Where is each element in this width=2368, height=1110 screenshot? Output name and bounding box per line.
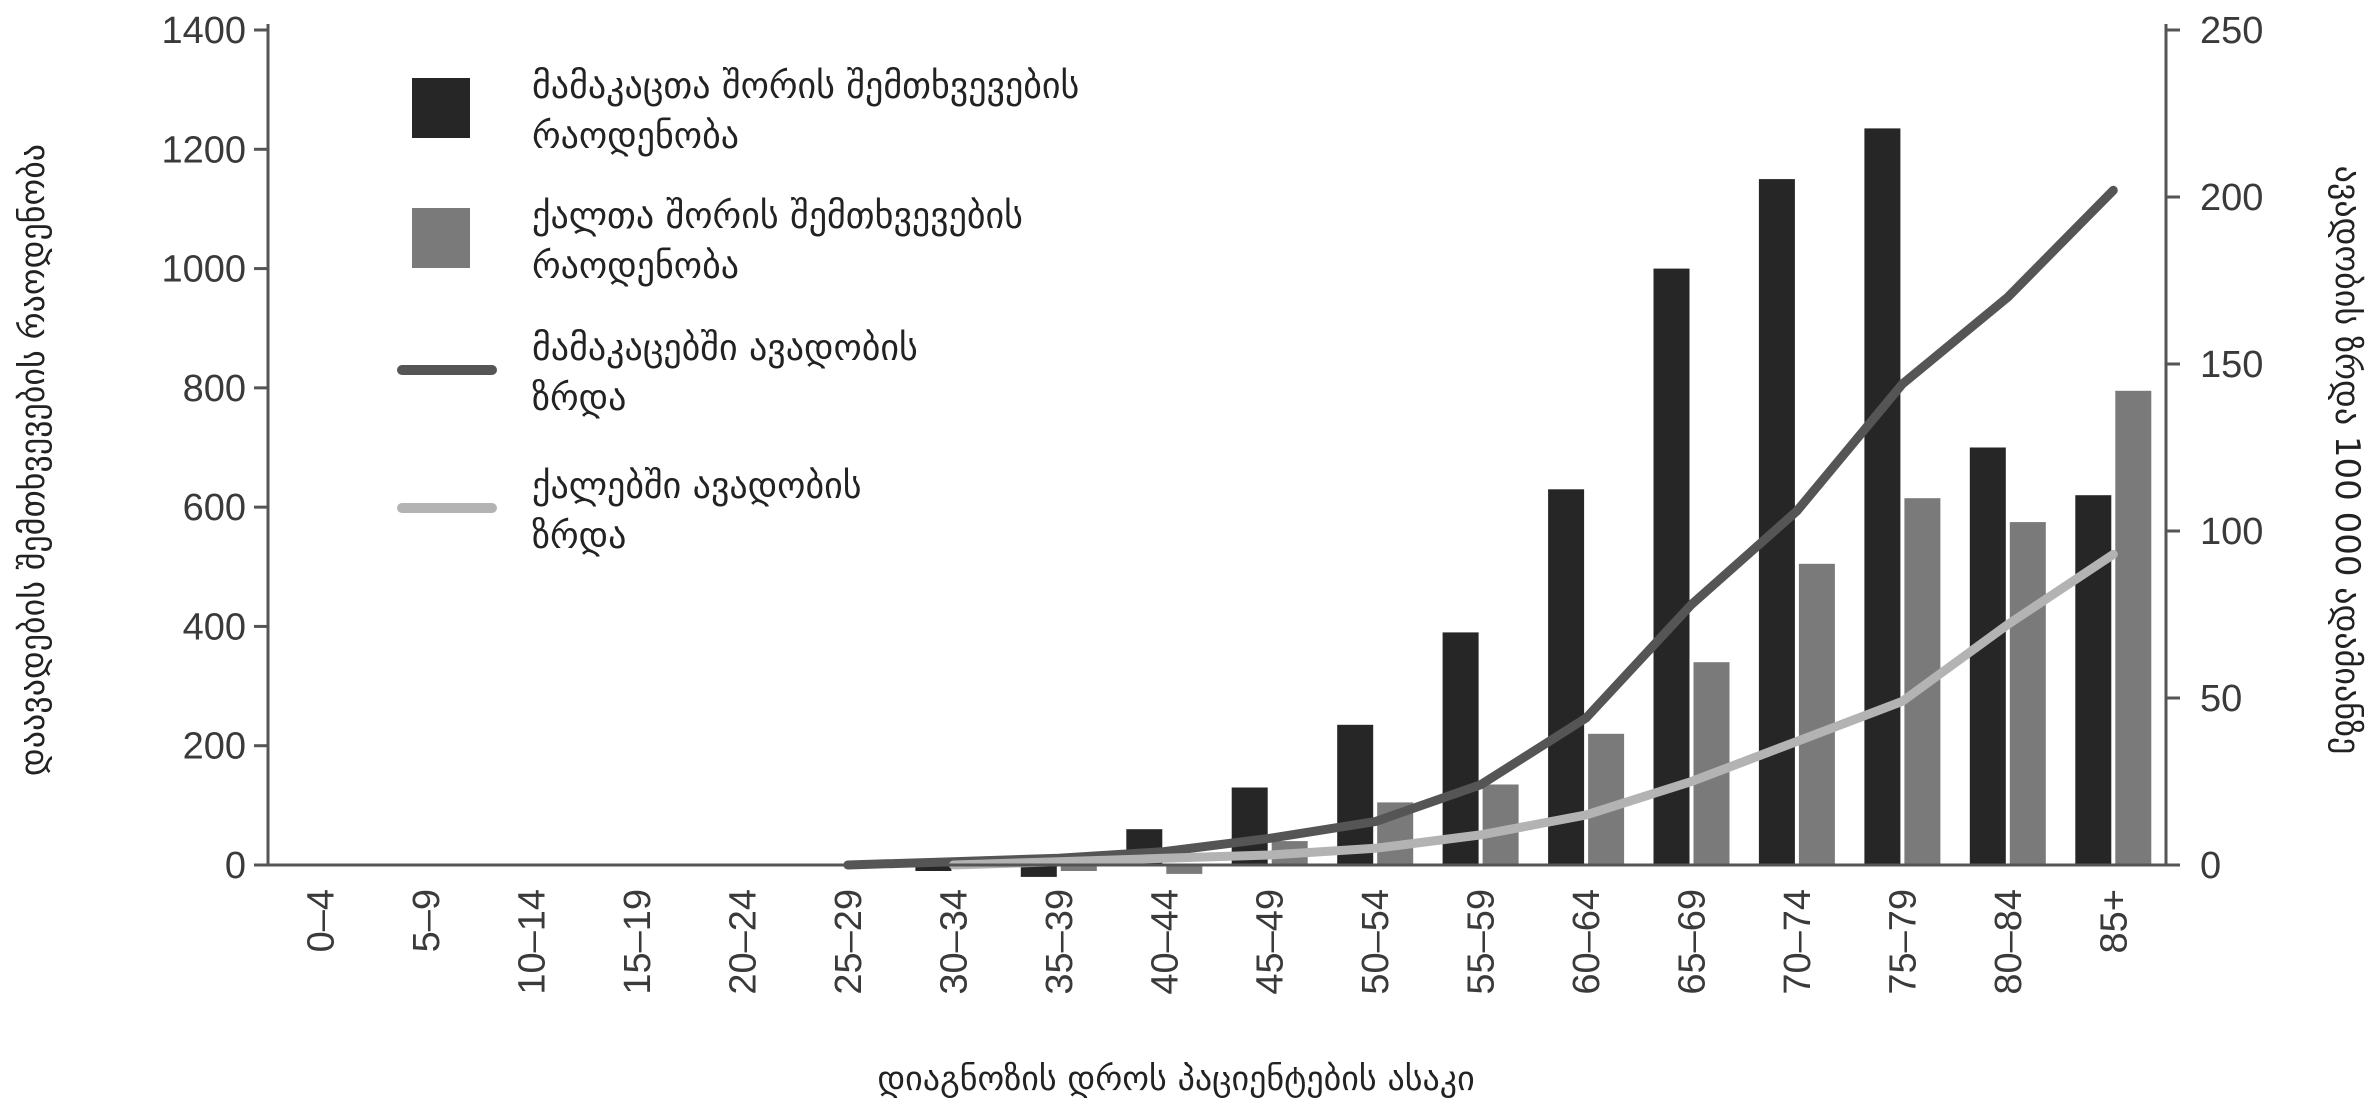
bar-men-10 [1337,724,1374,865]
x-tick-label-17: 85+ [2093,889,2135,953]
bar-women-12 [1588,733,1625,865]
y-tick-label-1: 200 [183,726,246,768]
legend-label-2-0: მამაკაცებში ავადობის [532,328,918,369]
axes-layer: 0 200 400 600 800 1000 1200 1400 0 50 100 150 200 250… [161,10,2263,995]
bar-women-14 [1798,563,1835,865]
x-tick-label-10: 50–54 [1355,889,1397,995]
y-tick-label-4: 800 [183,368,246,410]
bar-women-7 [1060,865,1097,871]
x-tick-label-7: 35–39 [1039,889,1081,995]
bars-layer [915,128,2152,877]
bar-men-15 [1864,128,1901,865]
legend-swatch-0 [412,78,470,138]
legend-label-2-1: ზრდა [532,378,626,419]
bar-women-16 [2009,522,2046,865]
legend-label-0-1: რაოდენობა [532,116,739,157]
x-tick-label-0: 0–4 [301,889,343,952]
legend-label-3-0: ქალებში ავადობის [532,466,862,507]
x-axis-title: დიაგნოზის დროს პაციენტების ასაკი [877,1059,1474,1099]
legend: მამაკაცთა შორის შემთხვევების რაოდენობა ქალ… [397,66,1079,557]
x-tick-label-15: 75–79 [1882,889,1924,995]
x-tick-label-4: 20–24 [723,889,765,995]
y2-axis-title: ავადობის ზრდა 100 000 ადამიანზე [2327,166,2367,755]
y2-tick-label-5: 250 [2200,10,2263,52]
line-women [948,549,2118,870]
y2-tick-label-2: 100 [2200,511,2263,553]
bar-women-17 [2115,390,2152,865]
x-tick-label-14: 70–74 [1777,889,1819,995]
lines-layer [843,185,2118,870]
bar-men-17 [2075,495,2112,865]
x-tick-label-1: 5–9 [406,889,448,952]
bar-men-16 [1969,447,2006,865]
bar-men-12 [1548,489,1585,866]
y-tick-label-7: 1400 [161,10,246,52]
x-tick-label-2: 10–14 [512,889,554,995]
y2-tick-label-3: 150 [2200,344,2263,386]
x-tick-label-6: 30–34 [933,889,975,995]
bar-men-6 [915,865,952,871]
y2-tick-label-4: 200 [2200,177,2263,219]
x-tick-label-13: 65–69 [1672,889,1714,995]
legend-label-3-1: ზრდა [532,516,626,557]
x-tick-label-16: 80–84 [1988,889,2030,995]
bar-women-13 [1693,662,1730,865]
x-tick-label-8: 40–44 [1144,889,1186,995]
y-tick-label-6: 1200 [161,129,246,171]
bar-women-8 [1166,865,1203,874]
x-tick-label-12: 60–64 [1566,889,1608,995]
x-tick-label-11: 55–59 [1461,889,1503,995]
y-tick-label-5: 1000 [161,249,246,291]
y-tick-label-3: 600 [183,487,246,529]
bar-men-7 [1020,865,1057,877]
y2-tick-label-1: 50 [2200,678,2242,720]
bar-men-13 [1653,268,1690,866]
x-tick-label-3: 15–19 [617,889,659,995]
y-tick-label-2: 400 [183,606,246,648]
legend-label-1-0: ქალთა შორის შემთხვევების [532,196,1023,237]
y-tick-label-0: 0 [225,845,246,887]
x-tick-label-9: 45–49 [1250,889,1292,995]
bar-men-11 [1442,632,1479,865]
x-tick-label-5: 25–29 [828,889,870,995]
legend-label-1-1: რაოდენობა [532,246,739,287]
y-axis-title: დაავადების შემთხვევების რაოდენობა [13,144,53,776]
legend-label-0-0: მამაკაცთა შორის შემთხვევების [532,66,1079,107]
y2-tick-label-0: 0 [2200,845,2221,887]
legend-swatch-1 [412,208,470,268]
